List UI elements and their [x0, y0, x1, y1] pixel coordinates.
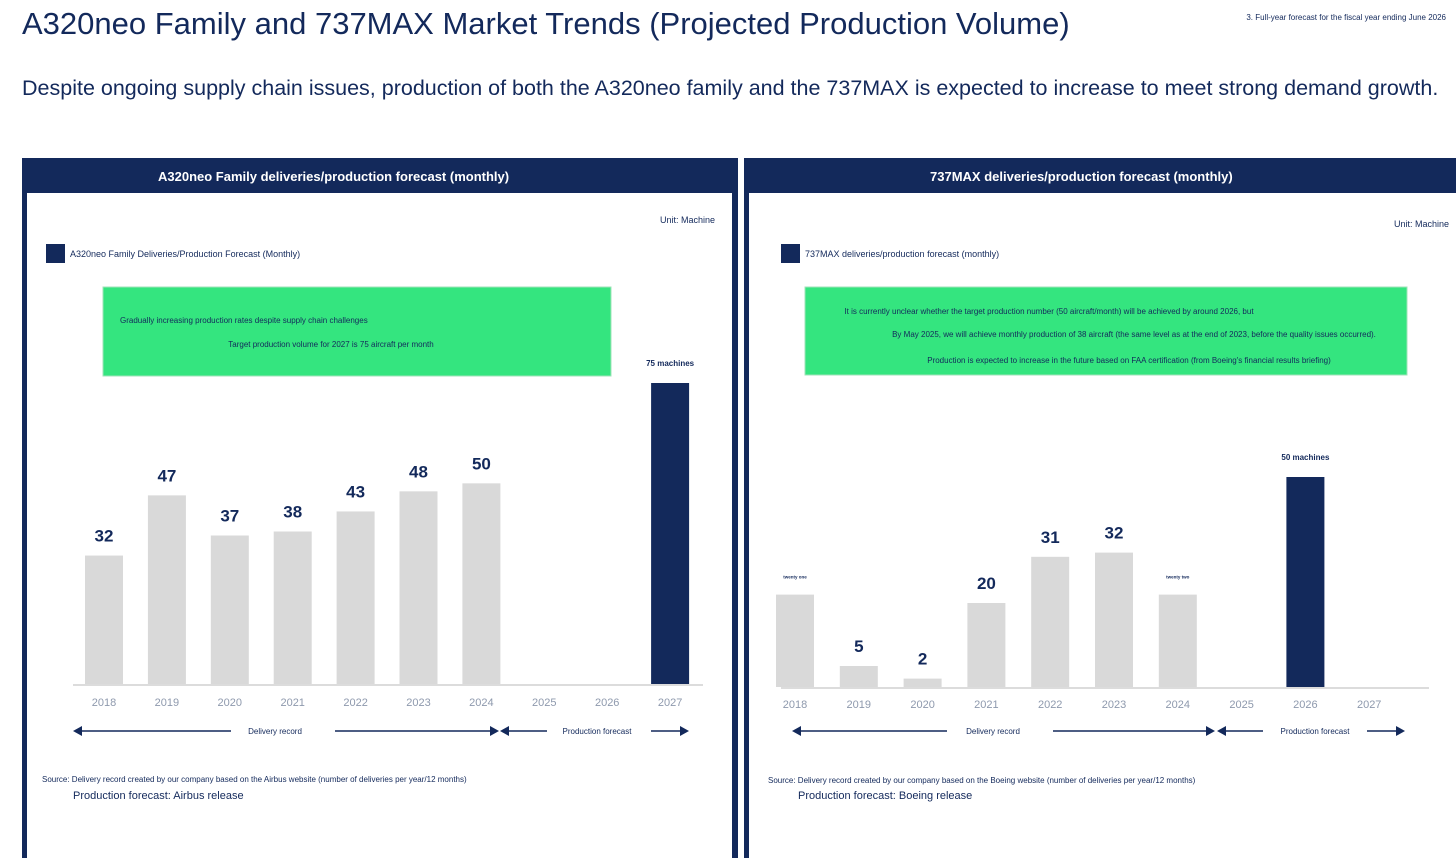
chart1-annotation-box: [804, 286, 1408, 376]
chart1-tick-label-2023: 2023: [1102, 699, 1126, 711]
chart1-legend-swatch: [781, 244, 800, 263]
chart0-data-label-2024: 50: [472, 454, 491, 473]
chart0-data-label-2022: 43: [346, 482, 365, 501]
chart1-delivery-arrow-left-head: [792, 726, 801, 736]
chart0-data-label-2027: 75 machines: [646, 359, 695, 368]
chart0-tick-label-2026: 2026: [595, 697, 619, 709]
chart0-forecast-arrow-left-head: [500, 726, 509, 736]
chart1-forecast-arrow-right-head: [1396, 726, 1405, 736]
chart1-tick-label-2025: 2025: [1229, 699, 1253, 711]
chart1-bar-2022: [1031, 556, 1070, 687]
a320-chart-svg: Unit: Machine A320neo Family Deliveries/P…: [42, 215, 715, 802]
chart1-bar-2023: [1095, 552, 1133, 687]
chart1-source-line: Source: Delivery record created by our c…: [768, 776, 1196, 785]
chart1-tick-label-2018: 2018: [783, 699, 807, 711]
chart1-tick-label-2024: 2024: [1166, 699, 1190, 711]
a320-chart-panel: A320neo Family deliveries/production for…: [22, 158, 738, 858]
chart0-annotation-line-0: Gradually increasing production rates de…: [120, 316, 368, 325]
chart0-production-forecast-label: Production forecast: [563, 727, 633, 736]
chart0-bar-2022: [336, 511, 375, 684]
chart0-tick-label-2023: 2023: [406, 697, 430, 709]
chart0-tick-label-2018: 2018: [92, 697, 116, 709]
chart0-forecast-arrow-right-head: [680, 726, 689, 736]
chart1-tick-label-2022: 2022: [1038, 699, 1062, 711]
chart0-tick-label-2025: 2025: [532, 697, 556, 709]
chart1-annotation-line-2: Production is expected to increase in th…: [927, 356, 1331, 365]
chart1-bar-2024: [1158, 594, 1197, 687]
chart1-tick-label-2020: 2020: [910, 699, 934, 711]
a320-chart-title: A320neo Family deliveries/production for…: [158, 169, 510, 184]
chart1-bar-2021: [967, 603, 1006, 687]
chart1-bar-2020: [903, 678, 942, 687]
chart0-tick-label-2019: 2019: [155, 697, 179, 709]
chart1-data-label-2022: 31: [1041, 528, 1060, 547]
chart0-bar-2024: [462, 483, 501, 684]
chart1-data-label-2023: 32: [1105, 524, 1124, 543]
chart0-tick-label-2024: 2024: [469, 697, 493, 709]
chart1-unit-label: Unit: Machine: [1394, 219, 1449, 229]
chart1-legend-label: 737MAX deliveries/production forecast (m…: [805, 249, 999, 259]
chart0-tick-label-2027: 2027: [658, 697, 682, 709]
chart1-tick-label-2027: 2027: [1357, 699, 1381, 711]
chart0-bar-2018: [85, 555, 123, 684]
chart1-bar-2026: [1286, 477, 1325, 687]
chart0-annotation-line-1: Target production volume for 2027 is 75 …: [228, 340, 433, 349]
chart0-data-label-2021: 38: [283, 502, 302, 521]
chart0-source-forecast-line: Production forecast: Airbus release: [73, 790, 244, 802]
chart1-delivery-arrow-right-head: [1206, 726, 1215, 736]
a320-chart-area: Unit: Machine A320neo Family Deliveries/P…: [27, 193, 732, 858]
chart0-data-label-2018: 32: [95, 527, 114, 546]
b737-chart-title: 737MAX deliveries/production forecast (m…: [930, 169, 1233, 184]
chart1-tick-label-2026: 2026: [1293, 699, 1317, 711]
chart0-tick-label-2020: 2020: [218, 697, 242, 709]
chart0-annotation-box: [102, 286, 612, 377]
chart1-delivery-record-label: Delivery record: [966, 727, 1020, 736]
chart1-data-label-2026: 50 machines: [1281, 453, 1330, 462]
chart0-bar-2020: [210, 535, 249, 684]
chart0-delivery-record-label: Delivery record: [248, 727, 302, 736]
chart0-bar-2019: [147, 495, 186, 684]
chart0-bar-2027: [651, 383, 690, 684]
page-title: A320neo Family and 737MAX Market Trends …: [22, 6, 1070, 41]
chart0-legend-label: A320neo Family Deliveries/Production For…: [70, 249, 300, 259]
chart1-data-label-2020: 2: [918, 650, 927, 669]
b737-chart-panel: 737MAX deliveries/production forecast (m…: [744, 158, 1456, 858]
chart0-tick-label-2022: 2022: [343, 697, 367, 709]
footnote: 3. Full-year forecast for the fiscal yea…: [1246, 13, 1446, 22]
chart0-delivery-arrow-right-head: [490, 726, 499, 736]
chart1-data-label-2019: 5: [854, 637, 863, 656]
chart1-data-label-2021: 20: [977, 574, 996, 593]
chart1-forecast-arrow-left-head: [1217, 726, 1226, 736]
chart1-tick-label-2019: 2019: [847, 699, 871, 711]
chart1-tick-label-2021: 2021: [974, 699, 998, 711]
page-subtitle: Despite ongoing supply chain issues, pro…: [22, 76, 1439, 100]
chart0-tick-label-2021: 2021: [280, 697, 304, 709]
chart0-data-label-2019: 47: [157, 466, 176, 485]
chart1-annotation-line-1: By May 2025, we will achieve monthly pro…: [892, 330, 1376, 339]
chart1-bar-2019: [839, 666, 878, 687]
chart0-source-line: Source: Delivery record created by our c…: [42, 775, 467, 784]
chart0-bar-2023: [399, 491, 438, 684]
chart0-data-label-2020: 37: [220, 507, 239, 526]
chart1-bar-2018: [776, 594, 814, 687]
b737-chart-svg: Unit: Machine 737MAX deliveries/productio…: [768, 219, 1449, 802]
chart0-data-label-2023: 48: [409, 462, 428, 481]
chart0-delivery-arrow-left-head: [73, 726, 82, 736]
b737-chart-area: Unit: Machine 737MAX deliveries/productio…: [749, 193, 1456, 858]
chart1-annotation-line-0: It is currently unclear whether the targ…: [844, 307, 1254, 316]
chart1-data-label-2018: twenty one: [783, 575, 807, 580]
chart1-data-label-2024: twenty two: [1166, 575, 1190, 580]
chart0-bar-2021: [273, 531, 312, 684]
chart0-unit-label: Unit: Machine: [660, 215, 715, 225]
chart1-source-forecast-line: Production forecast: Boeing release: [798, 790, 972, 802]
chart1-production-forecast-label: Production forecast: [1281, 727, 1351, 736]
chart0-legend-swatch: [46, 244, 65, 263]
